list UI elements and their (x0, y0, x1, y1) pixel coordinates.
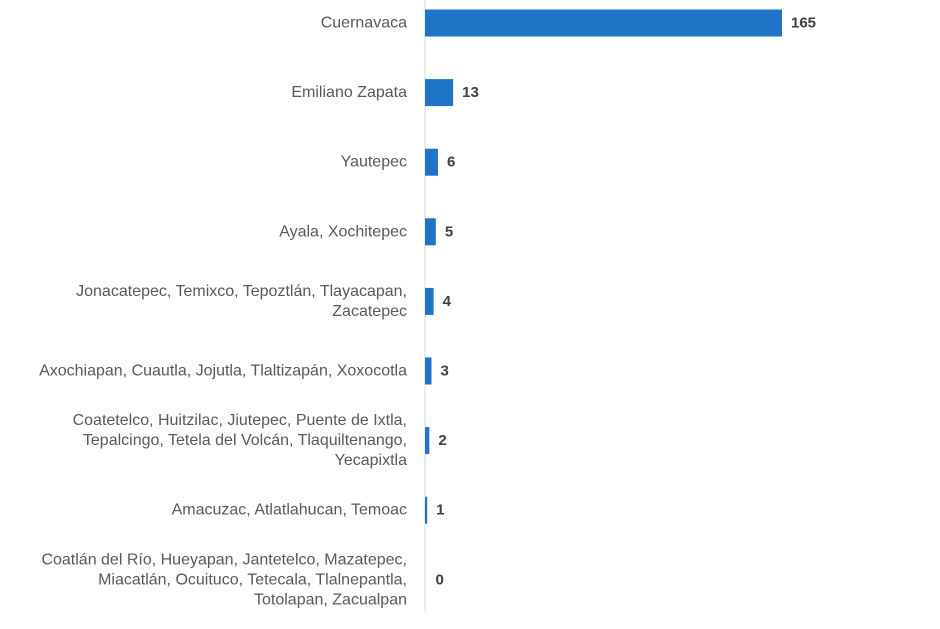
data-label: 6 (447, 154, 455, 171)
category-label: Jonacatepec, Temixco, Tepoztlán, Tlayaca… (76, 283, 407, 320)
category-label-line: Coatlán del Río, Hueyapan, Jantetelco, M… (41, 551, 407, 568)
category-label-line: Zacatepec (332, 303, 407, 320)
bar (425, 9, 782, 37)
category-label: Coatetelco, Huitzilac, Jiutepec, Puente … (73, 412, 408, 469)
category-label: Ayala, Xochitepec (279, 223, 407, 240)
category-label-line: Jonacatepec, Temixco, Tepoztlán, Tlayaca… (76, 283, 407, 300)
bar (425, 287, 434, 315)
category-label: Axochiapan, Cuautla, Jojutla, Tlaltizapá… (39, 363, 407, 380)
category-label-line: Axochiapan, Cuautla, Jojutla, Tlaltizapá… (39, 363, 407, 380)
category-label-line: Tepalcingo, Tetela del Volcán, Tlaquilte… (83, 432, 407, 449)
bar (425, 496, 428, 524)
category-label: Coatlán del Río, Hueyapan, Jantetelco, M… (41, 551, 407, 608)
bar (425, 148, 438, 176)
category-label-line: Amacuzac, Atlatlahucan, Temoac (172, 502, 407, 519)
category-label-line: Totolapan, Zacualpan (254, 591, 407, 608)
bar (425, 357, 432, 385)
category-label-line: Yautepec (341, 154, 407, 171)
data-label: 13 (462, 84, 479, 101)
bar (425, 79, 454, 107)
category-label-line: Emiliano Zapata (291, 84, 407, 101)
category-label: Yautepec (341, 154, 407, 171)
data-label: 165 (791, 15, 816, 32)
data-label: 0 (436, 571, 444, 588)
data-label: 2 (438, 432, 446, 449)
data-label: 4 (443, 293, 452, 310)
category-label-line: Miacatlán, Ocuituco, Tetecala, Tlalnepan… (98, 571, 407, 588)
category-label-line: Cuernavaca (321, 15, 407, 32)
data-label: 5 (445, 223, 453, 240)
data-label: 3 (440, 363, 448, 380)
bar (425, 427, 430, 455)
category-label: Amacuzac, Atlatlahucan, Temoac (172, 502, 407, 519)
bar (425, 218, 436, 246)
category-label: Cuernavaca (321, 15, 407, 32)
data-label: 1 (436, 502, 444, 519)
category-label-line: Yecapixtla (335, 452, 407, 469)
category-label-line: Ayala, Xochitepec (279, 223, 407, 240)
category-label: Emiliano Zapata (291, 84, 407, 101)
category-label-line: Coatetelco, Huitzilac, Jiutepec, Puente … (73, 412, 407, 429)
